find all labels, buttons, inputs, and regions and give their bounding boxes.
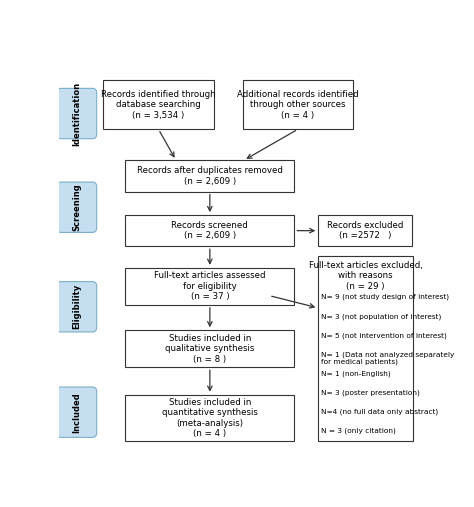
- Text: N= 5 (not intervention of interest): N= 5 (not intervention of interest): [321, 332, 447, 339]
- FancyBboxPatch shape: [318, 215, 412, 246]
- Text: Screening: Screening: [72, 184, 81, 231]
- FancyBboxPatch shape: [125, 268, 294, 305]
- FancyBboxPatch shape: [57, 88, 97, 139]
- FancyBboxPatch shape: [57, 387, 97, 438]
- Text: Records screened
(n = 2,609 ): Records screened (n = 2,609 ): [172, 221, 248, 240]
- Text: Studies included in
qualitative synthesis
(n = 8 ): Studies included in qualitative synthesi…: [165, 334, 255, 364]
- Text: Full-text articles assessed
for eligibility
(n = 37 ): Full-text articles assessed for eligibil…: [154, 271, 265, 301]
- FancyBboxPatch shape: [125, 160, 294, 192]
- FancyBboxPatch shape: [125, 215, 294, 246]
- FancyBboxPatch shape: [57, 281, 97, 332]
- FancyBboxPatch shape: [318, 256, 413, 442]
- Text: Full-text articles excluded,
with reasons
(n = 29 ): Full-text articles excluded, with reason…: [309, 261, 422, 291]
- Text: Records after duplicates removed
(n = 2,609 ): Records after duplicates removed (n = 2,…: [137, 166, 283, 186]
- Text: Additional records identified
through other sources
(n = 4 ): Additional records identified through ot…: [237, 90, 359, 120]
- Text: Records excluded
(n =2572   ): Records excluded (n =2572 ): [327, 221, 403, 240]
- Text: Included: Included: [72, 392, 81, 432]
- Text: N= 1 (non-English): N= 1 (non-English): [321, 371, 391, 377]
- FancyBboxPatch shape: [243, 80, 353, 129]
- Text: N= 3 (not population of interest): N= 3 (not population of interest): [321, 313, 442, 319]
- Text: N= 3 (poster presentation): N= 3 (poster presentation): [321, 389, 420, 396]
- FancyBboxPatch shape: [125, 330, 294, 367]
- Text: Eligibility: Eligibility: [72, 284, 81, 330]
- Text: Records identified through
database searching
(n = 3,534 ): Records identified through database sear…: [101, 90, 216, 120]
- FancyBboxPatch shape: [103, 80, 213, 129]
- FancyBboxPatch shape: [57, 182, 97, 232]
- FancyBboxPatch shape: [125, 394, 294, 442]
- Text: N = 3 (only citation): N = 3 (only citation): [321, 428, 396, 434]
- Text: N=4 (no full data only abstract): N=4 (no full data only abstract): [321, 409, 438, 415]
- Text: Studies included in
quantitative synthesis
(meta-analysis)
(n = 4 ): Studies included in quantitative synthes…: [162, 398, 258, 438]
- Text: N= 9 (not study design of interest): N= 9 (not study design of interest): [321, 294, 449, 301]
- Text: N= 1 (Data not analyzed separately
for medical patients): N= 1 (Data not analyzed separately for m…: [321, 351, 455, 365]
- Text: Identification: Identification: [72, 82, 81, 146]
